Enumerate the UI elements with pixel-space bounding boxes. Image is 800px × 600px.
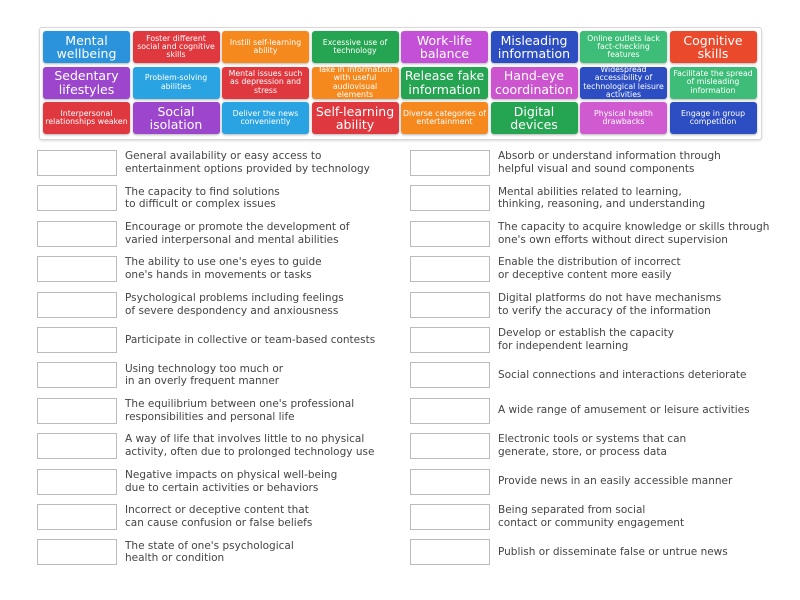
drop-slot[interactable]: [410, 433, 490, 460]
definition: The capacity to acquire knowledge or ski…: [498, 221, 770, 246]
definition: Psychological problems including feeling…: [125, 291, 344, 317]
definition: General availability or easy access to e…: [125, 150, 370, 175]
drop-slot[interactable]: [37, 256, 117, 283]
definition: A way of life that involves little to no…: [125, 433, 375, 459]
answer-tile[interactable]: Take in information with useful audiovis…: [311, 66, 399, 99]
answer-tile[interactable]: Physical health drawbacks: [580, 102, 667, 134]
definition: Using technology too much or in an overl…: [125, 362, 284, 388]
answer-tile[interactable]: Foster different social and cognitive sk…: [132, 31, 220, 63]
drop-slot[interactable]: [410, 504, 490, 530]
answer-tile[interactable]: Online outlets lack fact-checking featur…: [580, 31, 667, 63]
drop-slot[interactable]: [410, 468, 490, 495]
answer-tile[interactable]: Deliver the news conveniently: [222, 102, 309, 134]
definition: Publish or disseminate false or untrue n…: [498, 545, 728, 558]
definition: Digital platforms do not have mechanisms…: [498, 291, 722, 317]
drop-slot[interactable]: [37, 397, 117, 424]
tile-tray: Mental wellbeing Foster different social …: [39, 27, 762, 140]
answer-tile[interactable]: Interpersonal relationships weaken: [43, 102, 130, 134]
answer-tile[interactable]: Excessive use of technology: [311, 31, 399, 63]
definition: The state of one's psychological health …: [125, 539, 294, 565]
drop-slot[interactable]: [37, 327, 117, 353]
definition: Provide news in an easily accessible man…: [498, 475, 733, 488]
drop-slot[interactable]: [37, 539, 117, 566]
definition: Enable the distribution of incorrect or …: [498, 256, 681, 282]
drop-slot[interactable]: [37, 220, 117, 247]
answer-tile[interactable]: Social isolation: [132, 102, 220, 134]
drop-slot[interactable]: [410, 256, 490, 283]
answer-tile[interactable]: Work-life balance: [401, 31, 488, 63]
answer-tile[interactable]: Engage in group competition: [669, 102, 757, 134]
drop-slot[interactable]: [37, 291, 117, 318]
answer-tile[interactable]: Mental wellbeing: [43, 31, 130, 63]
drop-slot[interactable]: [37, 362, 117, 389]
definition: Social connections and interactions dete…: [498, 368, 747, 381]
answer-tile[interactable]: Facilitate the spread of misleading info…: [669, 66, 757, 99]
answer-tile[interactable]: Mental issues such as depression and str…: [222, 66, 309, 99]
definition: A wide range of amusement or leisure act…: [498, 404, 750, 417]
drop-slot[interactable]: [37, 468, 117, 495]
drop-slot[interactable]: [37, 433, 117, 460]
answer-tile[interactable]: Diverse categories of entertainment: [401, 102, 488, 134]
definition: The ability to use one's eyes to guide o…: [125, 256, 322, 282]
definition: Encourage or promote the development of …: [125, 221, 350, 246]
definition: Being separated from social contact or c…: [498, 504, 685, 529]
answer-tile[interactable]: Problem-solving abilities: [132, 66, 220, 99]
drop-slot[interactable]: [410, 397, 490, 424]
drop-slot[interactable]: [410, 150, 490, 176]
answer-tile[interactable]: Instill self-learning ability: [222, 31, 309, 63]
definition: Develop or establish the capacity for in…: [498, 327, 674, 352]
drop-slot[interactable]: [37, 504, 117, 530]
definition: Negative impacts on physical well-being …: [125, 468, 338, 494]
drop-slot[interactable]: [410, 220, 490, 247]
definition: Electronic tools or systems that can gen…: [498, 433, 687, 459]
definition: Absorb or understand information through…: [498, 150, 721, 175]
drop-slot[interactable]: [410, 327, 490, 353]
answer-tile[interactable]: Widespread accessibility of technologica…: [580, 66, 667, 99]
answer-tile[interactable]: Sedentary lifestyles: [43, 66, 130, 99]
answer-tile[interactable]: Misleading information: [490, 31, 578, 63]
answer-tile[interactable]: Release fake information: [401, 66, 488, 99]
answer-tile[interactable]: Hand-eye coordination: [490, 66, 578, 99]
drop-slot[interactable]: [410, 539, 490, 566]
answer-tile[interactable]: Digital devices: [490, 102, 578, 134]
definition: Mental abilities related to learning, th…: [498, 185, 706, 211]
answer-tile[interactable]: Cognitive skills: [669, 31, 757, 63]
drop-slot[interactable]: [410, 362, 490, 389]
drop-slot[interactable]: [37, 185, 117, 212]
definition: The equilibrium between one's profession…: [125, 398, 355, 423]
drop-slot[interactable]: [410, 291, 490, 318]
definition: The capacity to find solutions to diffic…: [125, 185, 280, 211]
drop-slot[interactable]: [37, 150, 117, 176]
definition: Participate in collective or team-based …: [125, 333, 376, 346]
answer-tile[interactable]: Self-learning ability: [311, 102, 399, 134]
definition: Incorrect or deceptive content that can …: [125, 504, 313, 529]
drop-slot[interactable]: [410, 185, 490, 212]
